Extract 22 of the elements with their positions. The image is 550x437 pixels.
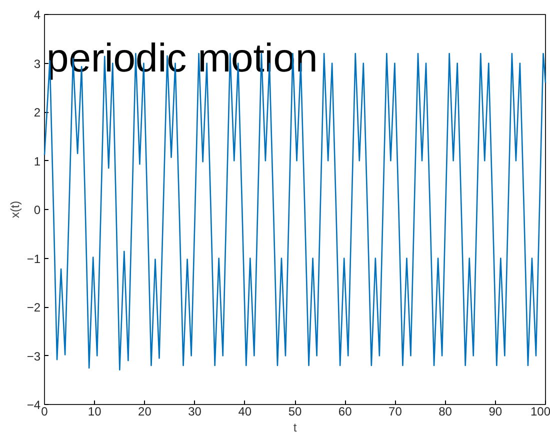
x-tick-label: 40 <box>238 404 252 418</box>
text: periodic motion <box>46 36 318 80</box>
y-tick-label: −1 <box>26 252 41 266</box>
y-tick-label: 4 <box>34 8 41 22</box>
y-tick-label: 2 <box>34 106 41 120</box>
x-tick-label: 70 <box>388 404 402 418</box>
x-tick-label: 50 <box>288 404 302 418</box>
y-axis-title: x(t) <box>8 200 22 218</box>
y-tick-label: −3 <box>26 349 41 364</box>
x-tick-label: 80 <box>438 404 452 418</box>
y-tick-label: 1 <box>34 154 41 168</box>
y-tick-label: −2 <box>26 300 41 314</box>
x-tick-label: 100 <box>530 404 550 418</box>
x-tick-label: 90 <box>488 404 502 418</box>
x-tick-label: 30 <box>188 404 202 418</box>
y-tick-label: 3 <box>34 56 41 71</box>
x-tick-label: 20 <box>138 404 152 418</box>
x-tick-label: 10 <box>88 404 102 418</box>
x-tick-label: 60 <box>338 404 352 418</box>
y-tick-label: −4 <box>26 398 41 412</box>
x-axis-title: t <box>293 420 298 434</box>
y-tick-label: 0 <box>34 203 41 217</box>
